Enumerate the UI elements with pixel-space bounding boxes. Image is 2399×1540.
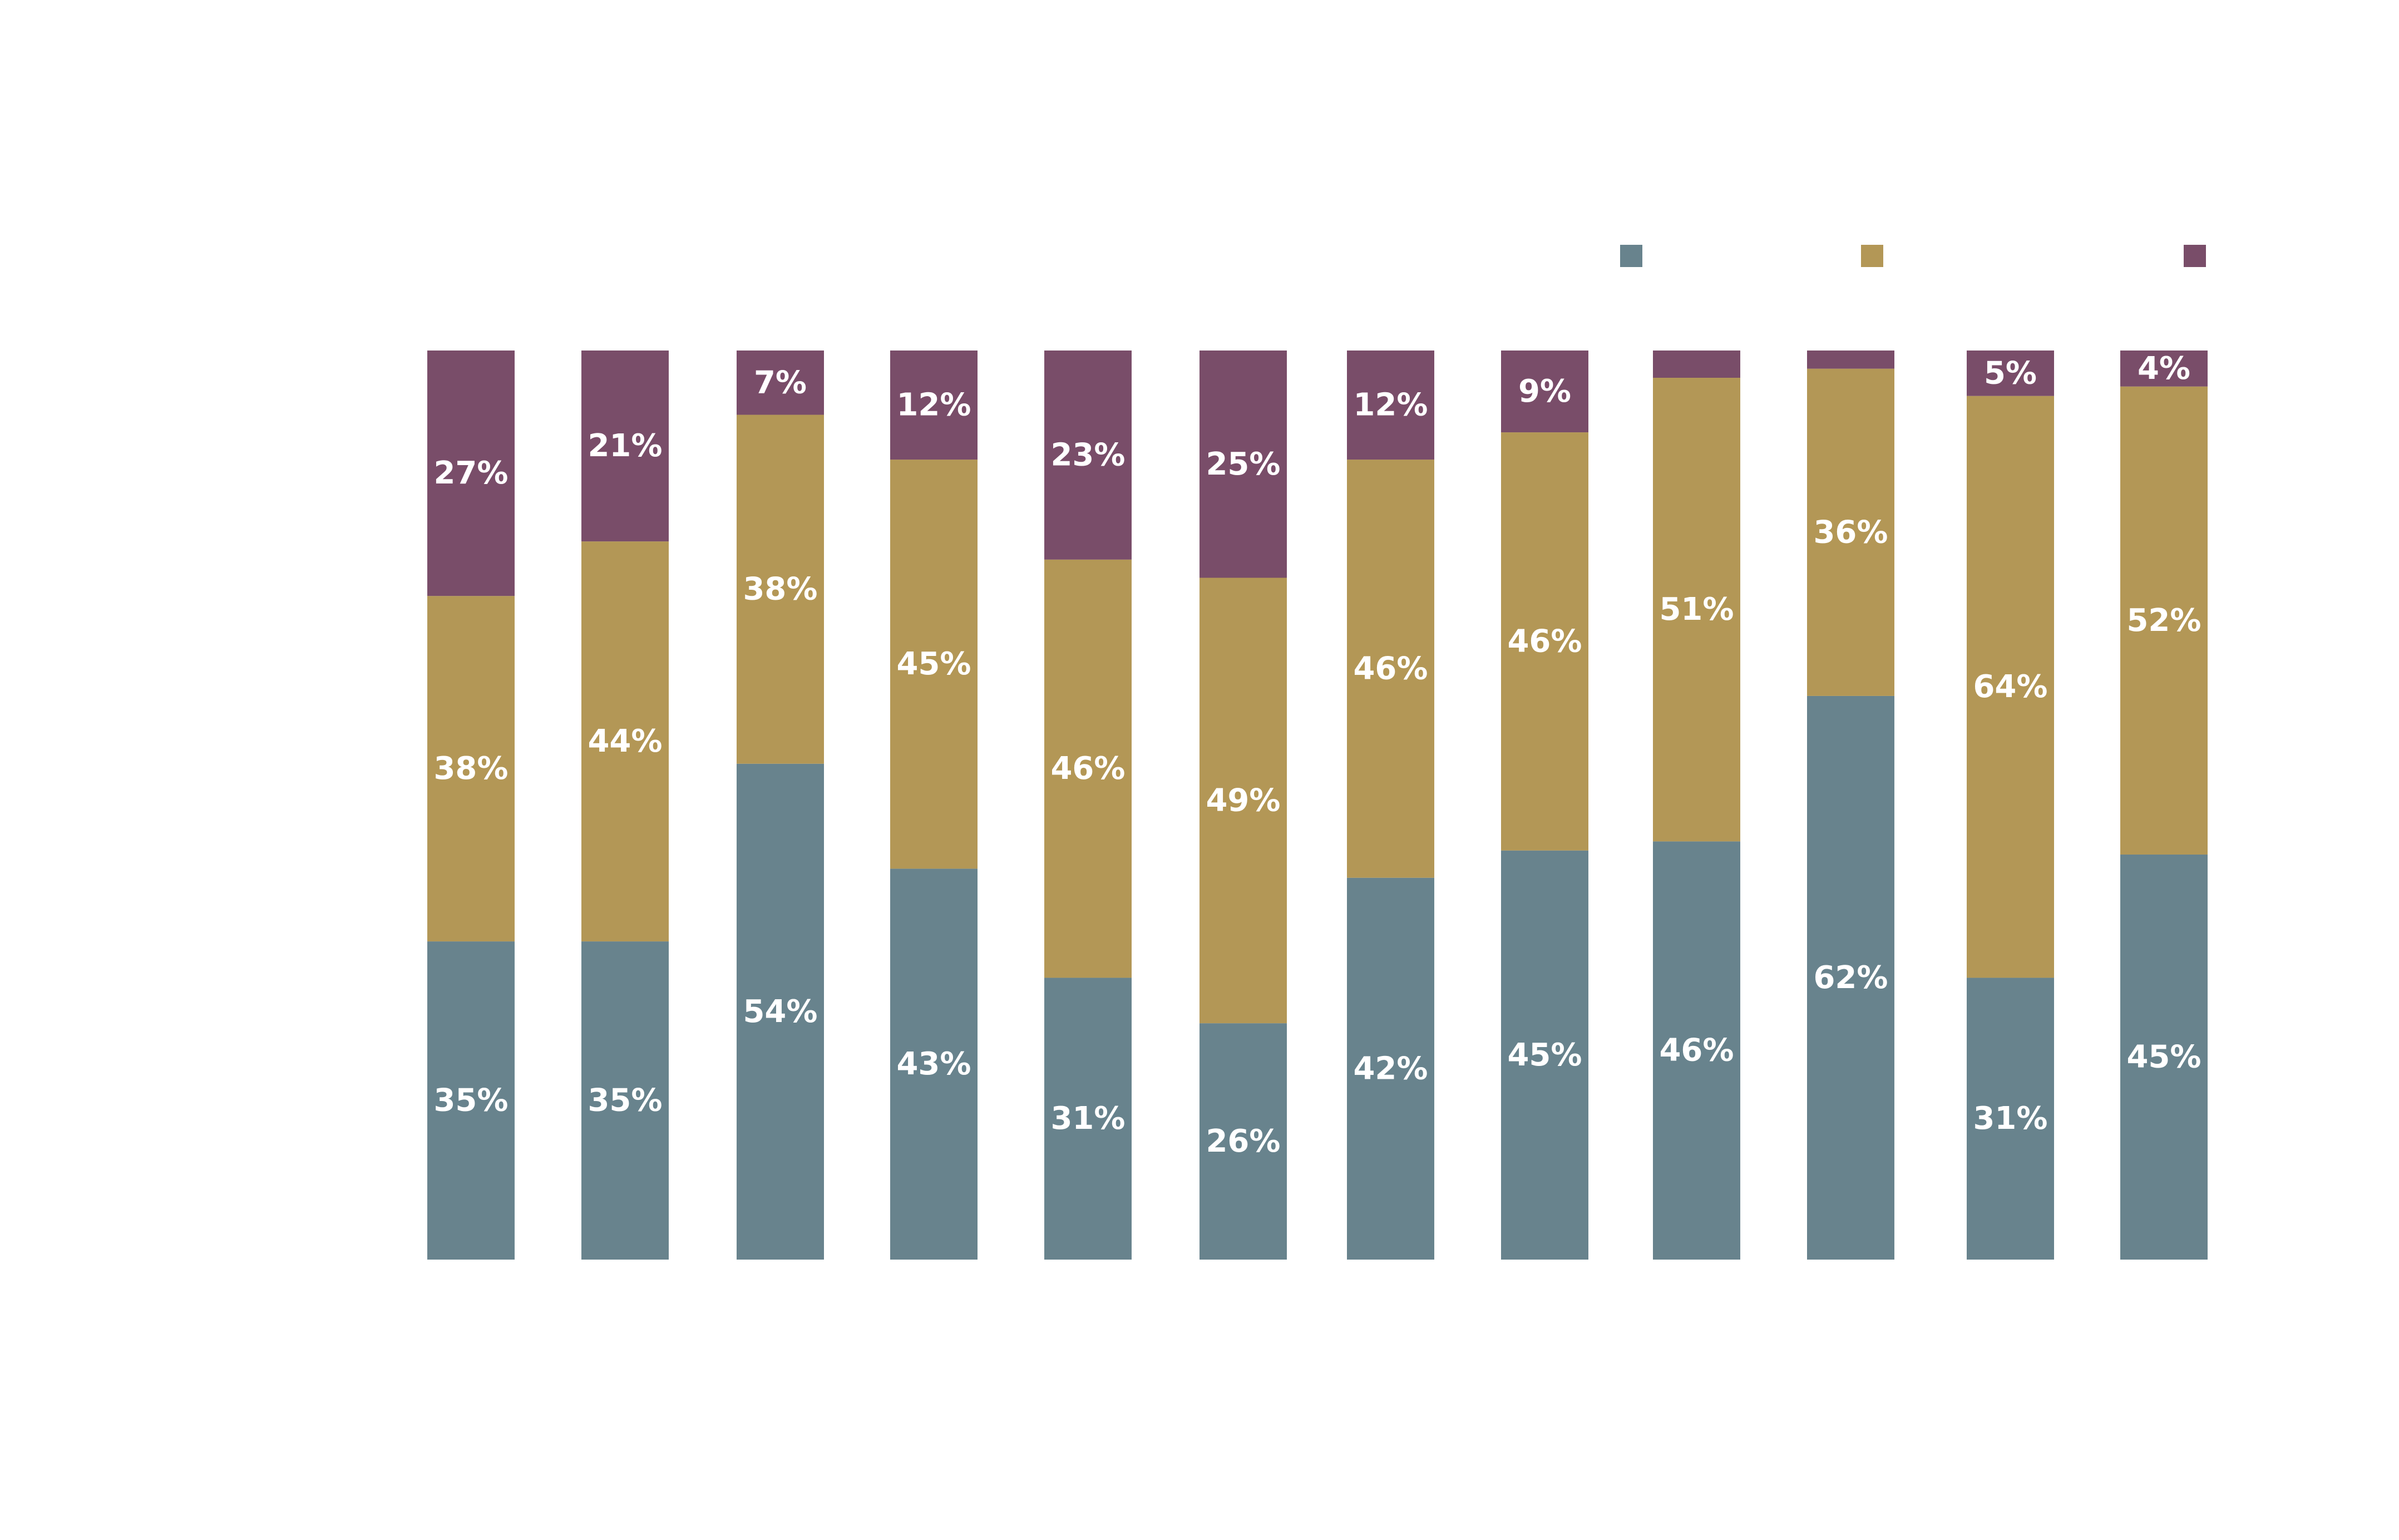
bar-segment-s1-10 bbox=[1807, 695, 1894, 1260]
data-label-s3-4: 12% bbox=[896, 387, 971, 423]
bar-segment-s1-2 bbox=[581, 941, 669, 1260]
data-label-s1-12: 45% bbox=[2126, 1039, 2201, 1075]
data-label-s1-2: 35% bbox=[588, 1083, 662, 1119]
legend-swatch-2 bbox=[1861, 245, 1883, 267]
bar-stack-8: 45% 46% 9% bbox=[1501, 351, 1588, 1260]
bar-segment-s2-3 bbox=[737, 414, 824, 764]
bar-segment-s1-12 bbox=[2120, 854, 2208, 1260]
bar-segment-s3-5 bbox=[1044, 351, 1132, 560]
data-label-s1-10: 62% bbox=[1813, 960, 1888, 996]
bar-stack-1: 35% 38% 27% bbox=[427, 351, 515, 1260]
data-label-s2-8: 46% bbox=[1507, 623, 1582, 659]
bar-segment-s1-9 bbox=[1653, 841, 1740, 1260]
data-label-s2-10: 36% bbox=[1813, 514, 1888, 550]
bar-stack-4: 43% 45% 12% bbox=[890, 351, 978, 1260]
bar-segment-s3-7 bbox=[1347, 351, 1434, 460]
bar-segment-s2-5 bbox=[1044, 559, 1132, 978]
bar-segment-s2-11 bbox=[1967, 396, 2054, 978]
bar-stack-9: 46% 51% bbox=[1653, 351, 1740, 1260]
bar-segment-s2-1 bbox=[427, 596, 515, 942]
data-label-s2-4: 45% bbox=[896, 646, 971, 682]
bar-stack-7: 42% 46% 12% bbox=[1347, 351, 1434, 1260]
data-label-s1-6: 26% bbox=[1206, 1123, 1280, 1159]
data-label-s1-4: 43% bbox=[896, 1046, 971, 1082]
bar-segment-s3-4 bbox=[890, 351, 978, 460]
bar-segment-s2-6 bbox=[1200, 578, 1287, 1024]
data-label-s3-2: 21% bbox=[588, 428, 662, 464]
legend bbox=[1620, 245, 2206, 267]
bar-stack-5: 31% 46% 23% bbox=[1044, 351, 1132, 1260]
data-label-s2-3: 38% bbox=[743, 571, 817, 608]
bar-stack-6: 26% 49% 25% bbox=[1200, 351, 1287, 1260]
bar-segment-s3-9 bbox=[1653, 351, 1740, 378]
data-label-s2-9: 51% bbox=[1659, 591, 1734, 628]
bar-stack-12: 45% 52% 4% bbox=[2120, 351, 2208, 1260]
bar-stack-10: 62% 36% bbox=[1807, 351, 1894, 1260]
data-label-s1-9: 46% bbox=[1659, 1033, 1734, 1069]
bar-segment-s2-4 bbox=[890, 460, 978, 869]
bar-segment-s1-1 bbox=[427, 941, 515, 1260]
bar-segment-s1-4 bbox=[890, 868, 978, 1260]
bars: 35% 38% 27% 35% 44% 21% 54% 38% 7% 43% 45% 12% 31% 46… bbox=[427, 351, 2208, 1260]
bar-segment-s2-7 bbox=[1347, 460, 1434, 878]
data-label-s2-1: 38% bbox=[433, 751, 508, 787]
data-label-s3-8: 9% bbox=[1518, 373, 1571, 409]
bar-stack-2: 35% 44% 21% bbox=[581, 351, 669, 1260]
legend-swatch-3 bbox=[2184, 245, 2206, 267]
data-label-s1-7: 42% bbox=[1353, 1050, 1428, 1087]
bar-segment-s2-2 bbox=[581, 541, 669, 942]
data-label-s3-1: 27% bbox=[433, 455, 508, 491]
bar-segment-s2-12 bbox=[2120, 386, 2208, 855]
data-label-s3-3: 7% bbox=[754, 364, 807, 401]
bar-segment-s3-8 bbox=[1501, 351, 1588, 433]
data-label-s2-5: 46% bbox=[1050, 751, 1125, 787]
bar-segment-s1-5 bbox=[1044, 978, 1132, 1260]
data-label-s3-5: 23% bbox=[1050, 437, 1125, 473]
bar-segment-s1-11 bbox=[1967, 978, 2054, 1260]
data-label-s2-2: 44% bbox=[588, 723, 662, 759]
bar-segment-s3-10 bbox=[1807, 351, 1894, 369]
bar-segment-s3-2 bbox=[581, 351, 669, 542]
data-label-s1-1: 35% bbox=[433, 1083, 508, 1119]
data-label-s3-6: 25% bbox=[1206, 446, 1280, 482]
data-label-s1-5: 31% bbox=[1050, 1100, 1125, 1137]
data-label-s2-7: 46% bbox=[1353, 650, 1428, 687]
data-label-s1-3: 54% bbox=[743, 994, 817, 1030]
data-label-s2-11: 64% bbox=[1973, 669, 2047, 705]
bar-segment-s3-11 bbox=[1967, 351, 2054, 396]
data-label-s3-12: 4% bbox=[2138, 351, 2190, 387]
bar-segment-s1-7 bbox=[1347, 877, 1434, 1260]
bar-segment-s1-8 bbox=[1501, 850, 1588, 1260]
bar-segment-s3-1 bbox=[427, 351, 515, 596]
bar-stack-3: 54% 38% 7% bbox=[737, 351, 824, 1260]
bar-segment-s2-8 bbox=[1501, 432, 1588, 851]
data-label-s1-11: 31% bbox=[1973, 1100, 2047, 1137]
data-label-s2-6: 49% bbox=[1206, 782, 1280, 818]
bar-segment-s2-9 bbox=[1653, 378, 1740, 842]
bar-segment-s1-6 bbox=[1200, 1023, 1287, 1260]
bar-segment-s3-3 bbox=[737, 351, 824, 415]
bar-segment-s3-12 bbox=[2120, 351, 2208, 387]
bar-segment-s1-3 bbox=[737, 763, 824, 1260]
bar-stack-11: 31% 64% 5% bbox=[1967, 351, 2054, 1260]
data-label-s1-8: 45% bbox=[1507, 1037, 1582, 1073]
data-label-s3-7: 12% bbox=[1353, 387, 1428, 423]
bar-segment-s3-6 bbox=[1200, 351, 1287, 578]
legend-swatch-1 bbox=[1620, 245, 1642, 267]
data-label-s3-11: 5% bbox=[1984, 355, 2037, 391]
data-label-s2-12: 52% bbox=[2126, 603, 2201, 639]
bar-segment-s2-10 bbox=[1807, 368, 1894, 696]
